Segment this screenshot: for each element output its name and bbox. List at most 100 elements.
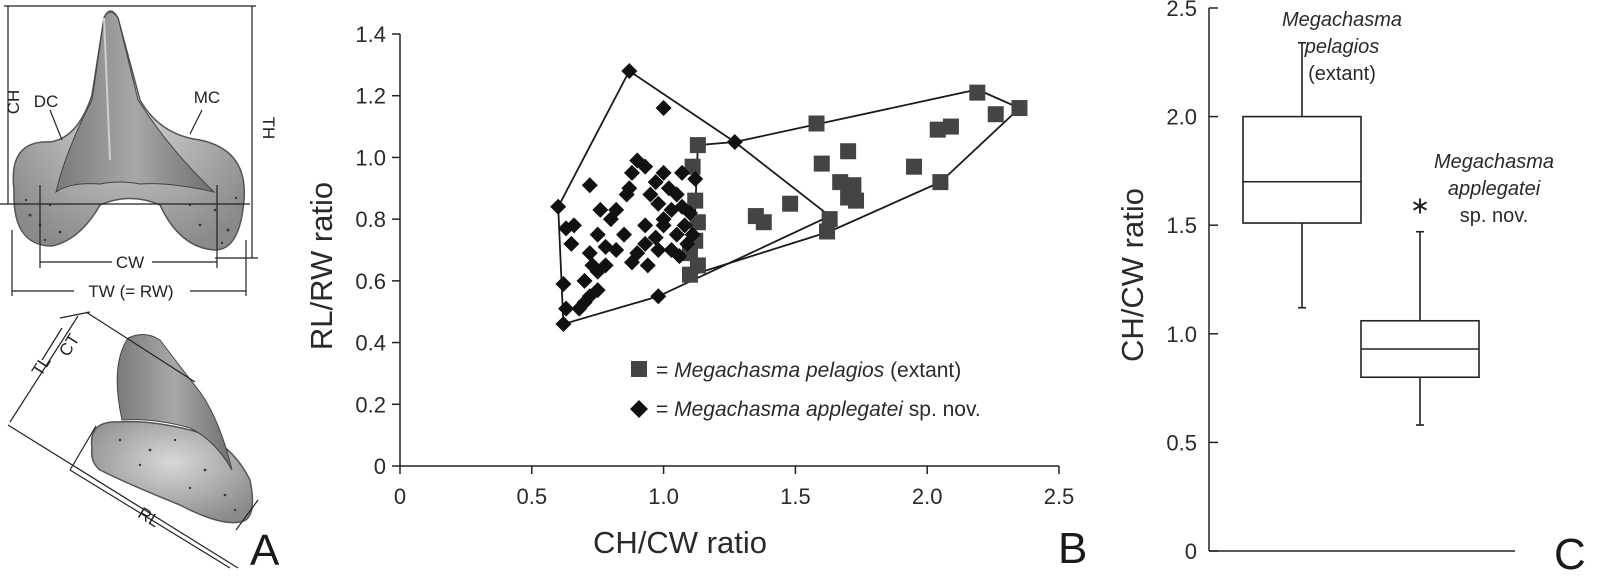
panel-c-ticks: 0 0.5 1.0 1.5 2.0 2.5 <box>1166 0 1218 564</box>
panel-c-ytick-label-4: 2.0 <box>1166 105 1197 130</box>
panel-c-ytick-label-0: 0 <box>1185 539 1197 564</box>
point-applegatei-52 <box>576 294 593 311</box>
point-applegatei-45 <box>642 186 659 203</box>
point-pelagios-26 <box>1011 100 1028 117</box>
root-speckles <box>24 196 238 245</box>
point-applegatei-47 <box>592 201 609 218</box>
point-applegatei-23 <box>637 158 654 175</box>
point-applegatei-46 <box>581 177 598 194</box>
point-applegatei-24 <box>647 174 664 191</box>
point-pelagios-1 <box>684 158 701 175</box>
point-applegatei-57 <box>584 257 601 274</box>
panel-b-x-axis-title: CH/CW ratio <box>593 525 767 560</box>
point-applegatei-12 <box>576 272 593 289</box>
box1-label-line1: Megachasma <box>1282 9 1402 31</box>
point-applegatei-20 <box>621 180 638 197</box>
panel-letter-b: B <box>1058 524 1087 573</box>
point-pelagios-21 <box>929 121 946 138</box>
point-pelagios-0 <box>689 137 706 154</box>
point-pelagios-20 <box>906 158 923 175</box>
lower-tooth-root <box>90 420 254 524</box>
point-applegatei-53 <box>616 226 633 243</box>
panel-b-ytick-label-1: 0.2 <box>355 392 386 417</box>
point-applegatei-3 <box>550 198 567 215</box>
point-pelagios-9 <box>747 208 764 225</box>
upper-tooth-crown <box>55 11 216 194</box>
point-applegatei-50 <box>650 288 667 305</box>
legend-eq-2: = <box>656 398 674 421</box>
box-0 <box>1242 41 1362 309</box>
point-pelagios-13 <box>840 143 857 160</box>
point-applegatei-27 <box>647 229 664 246</box>
label-tl: TL <box>28 353 55 380</box>
point-pelagios-25 <box>987 106 1004 123</box>
legend-name-2: Megachasma applegatei <box>674 398 904 421</box>
box2-label-line2: applegatei <box>1448 178 1541 200</box>
label-mc: MC <box>194 88 220 107</box>
point-applegatei-1 <box>655 100 672 117</box>
box1-label-line2: pelagios <box>1304 36 1380 58</box>
panel-b-xtick-label-2: 1.0 <box>648 484 679 509</box>
point-applegatei-31 <box>650 242 667 258</box>
legend-square-marker <box>631 361 647 377</box>
point-pelagios-7 <box>681 266 698 283</box>
panel-b-xtick-label-0: 0 <box>394 484 406 509</box>
point-applegatei-43 <box>674 164 691 181</box>
panel-b-ytick-label-6: 1.2 <box>355 84 386 109</box>
point-applegatei-15 <box>581 245 598 262</box>
point-pelagios-10 <box>782 195 799 212</box>
panel-b-ytick-label-7: 1.4 <box>355 22 386 47</box>
point-pelagios-14 <box>832 174 849 191</box>
panel-c-ytick-label-3: 1.5 <box>1166 213 1197 238</box>
point-applegatei-56 <box>687 171 704 188</box>
panel-c-y-axis-title: CH/CW ratio <box>1115 188 1150 362</box>
point-pelagios-15 <box>845 177 862 194</box>
legend-name-1: Megachasma pelagios <box>674 359 885 382</box>
panel-b-ytick-label-3: 0.6 <box>355 269 386 294</box>
box2-label-line1: Megachasma <box>1434 151 1554 173</box>
panel-a-tooth-illustration: CH DC MC TH CW TW (= RW) TL CT <box>0 5 280 575</box>
panel-b-y-axis-title: RL/RW ratio <box>304 182 339 350</box>
box-label-applegatei: Megachasma applegatei sp. nov. <box>1434 151 1554 227</box>
box-label-pelagios: Megachasma pelagios (extant) <box>1282 9 1402 85</box>
point-applegatei-55 <box>660 180 677 197</box>
legend-eq-1: = <box>656 359 674 382</box>
point-applegatei-37 <box>676 217 693 234</box>
panel-b-ytick-label-4: 0.8 <box>355 207 386 232</box>
legend-entry-applegatei: = Megachasma applegatei sp. nov. <box>656 398 981 421</box>
point-applegatei-38 <box>668 226 685 243</box>
point-applegatei-14 <box>597 257 614 274</box>
panel-b-ytick-label-2: 0.4 <box>355 331 386 356</box>
point-applegatei-29 <box>629 245 646 262</box>
panel-letter-a: A <box>250 526 280 575</box>
legend-diamond-marker <box>630 400 648 418</box>
point-pelagios-22 <box>942 118 959 135</box>
point-applegatei-42 <box>684 226 701 243</box>
panel-b-points <box>550 63 1028 333</box>
point-applegatei-8 <box>558 300 575 317</box>
point-applegatei-28 <box>637 235 654 252</box>
point-pelagios-11 <box>808 115 825 132</box>
point-applegatei-0 <box>621 63 638 80</box>
panel-b-ticks: 0 0.2 0.4 0.6 0.8 1.0 1.2 1.4 0 0.5 1.0 1.5 2.0 2.5 <box>355 22 1074 509</box>
label-th: TH <box>259 117 278 140</box>
box2-label-line3: sp. nov. <box>1460 205 1529 227</box>
point-applegatei-6 <box>563 235 580 252</box>
panel-b-ytick-label-5: 1.0 <box>355 145 386 170</box>
panel-b-xtick-label-1: 0.5 <box>517 484 548 509</box>
legend-suffix-1: (extant) <box>884 359 961 382</box>
panel-c-boxplot: 0 0.5 1.0 1.5 2.0 2.5 ∗ CH/CW ratio Megachasm… <box>1115 0 1586 579</box>
box-0-iqr <box>1242 115 1362 224</box>
panel-b-ytick-label-0: 0 <box>374 454 386 479</box>
point-pelagios-17 <box>848 192 865 209</box>
lower-measurement-lines <box>7 311 259 569</box>
panel-b-xtick-label-4: 2.0 <box>912 484 943 509</box>
panel-c-ytick-label-1: 0.5 <box>1166 430 1197 455</box>
legend-entry-pelagios: = Megachasma pelagios (extant) <box>656 359 961 382</box>
box1-label-line3: (extant) <box>1308 63 1376 85</box>
panel-b-scatter: 0 0.2 0.4 0.6 0.8 1.0 1.2 1.4 0 0.5 1.0 1.5 2.0 2.5 C… <box>304 22 1087 573</box>
point-applegatei-18 <box>608 201 625 218</box>
panel-b-xtick-label-3: 1.5 <box>780 484 811 509</box>
point-pelagios-19 <box>819 223 836 240</box>
panel-c-ytick-label-2: 1.0 <box>1166 322 1197 347</box>
